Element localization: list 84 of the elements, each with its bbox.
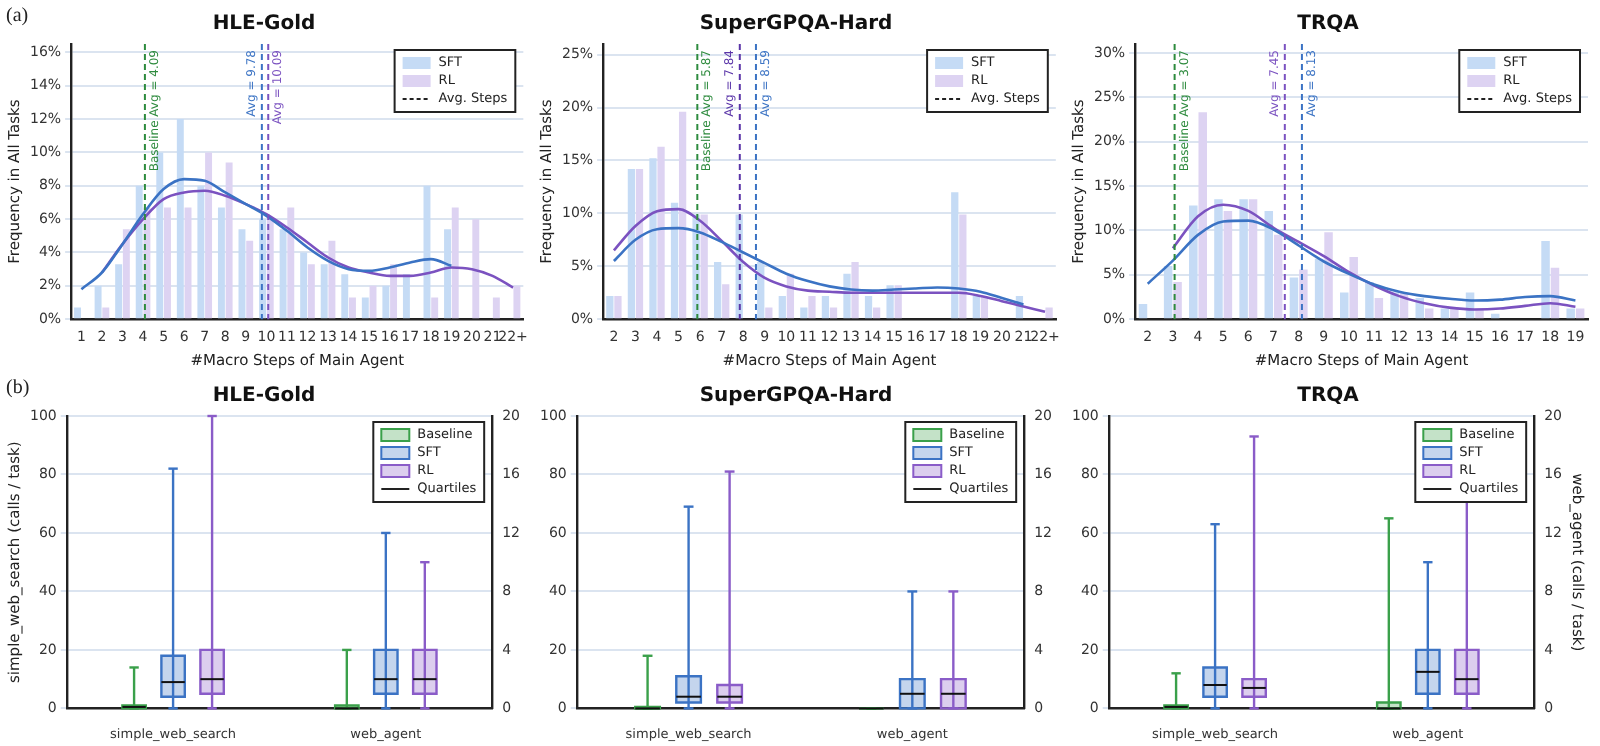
bar [197,185,205,319]
bar [1349,257,1358,319]
bar [1541,241,1550,319]
bar [176,119,184,319]
line-series [612,207,1047,314]
bar [1390,292,1399,319]
bar [122,229,130,319]
bar [614,295,622,319]
bar [1189,205,1198,319]
bar [1340,292,1349,319]
bar [1365,281,1374,319]
bar [678,111,687,319]
bar [657,146,665,319]
bar [757,262,765,319]
bar [627,168,636,319]
text: (a) [6,5,29,28]
chart-title: TRQA [1297,385,1360,408]
bar [1248,199,1258,319]
bar [1138,304,1148,319]
bar [300,252,308,319]
bar [451,207,459,319]
bar [606,295,614,319]
bar [217,207,225,319]
bar [225,162,233,319]
chart-title: HLE-Gold [212,13,316,36]
bar [649,158,657,319]
bar [156,152,164,319]
bar [1273,234,1283,319]
bar [279,229,287,319]
bar [635,168,644,319]
bar [1289,277,1299,319]
bar [205,152,213,319]
bar [320,264,328,319]
chart-title: SuperGPQA-Hard [699,13,893,36]
bar [1223,210,1233,319]
bar [765,307,773,319]
bar [431,297,439,319]
bar [1198,112,1207,319]
bar [74,307,82,319]
bar [1239,199,1248,319]
bar [328,240,336,319]
bar [951,192,959,319]
bar [714,262,722,319]
bar [959,214,967,319]
bar [361,297,369,319]
bar [348,297,356,319]
bar [164,207,171,319]
bar [700,214,708,319]
bar [115,264,123,319]
bar [492,297,500,319]
bar [872,307,881,319]
bar [402,274,410,319]
bar [472,219,480,319]
bar [829,307,838,319]
bar [1214,199,1223,319]
bar [821,295,830,319]
bar [307,264,315,319]
bar [94,285,102,319]
bar [341,274,349,319]
bar [390,264,398,319]
bar [808,295,816,319]
bar [1314,258,1324,319]
chart-title: SuperGPQA-Hard [699,385,893,408]
bar [1374,297,1384,319]
bar [778,295,786,319]
chart-title: TRQA [1297,13,1360,36]
bar [1045,307,1053,319]
bar [864,295,873,319]
bar [972,295,980,319]
bar [246,240,254,319]
bar [1324,232,1333,319]
bar [444,229,451,319]
bar [1163,265,1173,319]
bar [513,285,521,319]
bar [800,307,808,319]
chart-title: HLE-Gold [212,385,316,408]
bar [102,307,110,319]
bar [135,185,143,319]
bar [722,284,730,319]
text: (b) [6,377,30,400]
bar [382,285,390,319]
bar [287,207,295,319]
bar [670,202,679,319]
bar [1566,308,1575,319]
